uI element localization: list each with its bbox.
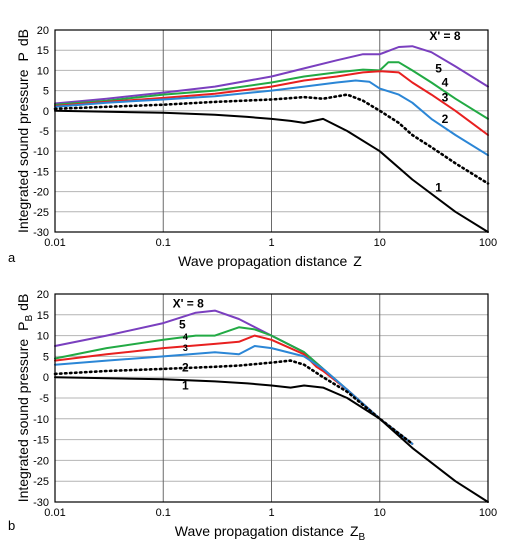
series-label: 1 (435, 181, 442, 195)
series-line-5 (53, 93, 490, 185)
series-line-6 (54, 376, 489, 503)
x-tick-label: 10 (374, 507, 386, 519)
y-tick-label: 5 (43, 86, 49, 98)
plot-frame (54, 29, 489, 233)
series-line-4 (54, 79, 489, 157)
y-tick-label: -15 (33, 166, 49, 178)
series-label: 4 (183, 332, 188, 342)
y-tick-label: 0 (43, 106, 49, 118)
panel-label: a (8, 250, 16, 265)
y-tick-label: -25 (33, 207, 49, 219)
y-axis-label: Integrated sound pressurePdB (15, 29, 31, 233)
y-tick-label: 15 (37, 310, 49, 322)
x-tick-label: 100 (479, 237, 497, 249)
y-tick-label: -25 (33, 476, 49, 488)
x-tick-label: 1 (268, 237, 274, 249)
series-label: 2 (182, 360, 189, 374)
series-label: X' = 8 (173, 296, 205, 310)
series-line-1 (54, 45, 489, 105)
y-tick-label: 20 (37, 25, 49, 37)
y-tick-label: 10 (37, 65, 49, 77)
y-tick-label: 15 (37, 45, 49, 57)
y-tick-label: 20 (37, 289, 49, 301)
y-tick-label: -10 (33, 146, 49, 158)
x-axis-label: Wave propagation distance ZB (175, 523, 366, 543)
x-tick-label: 0.01 (44, 507, 65, 519)
series-line-4 (54, 345, 414, 445)
y-tick-label: -20 (33, 187, 49, 199)
x-tick-label: 100 (479, 507, 497, 519)
series-label: X' = 8 (429, 29, 461, 43)
y-tick-label: -30 (33, 227, 49, 239)
series-label: 2 (442, 112, 449, 126)
y-tick-label: -15 (33, 435, 49, 447)
y-tick-label: -20 (33, 455, 49, 467)
series-line-5 (53, 359, 414, 446)
series-label: 5 (435, 61, 442, 75)
panel-label: b (8, 518, 15, 533)
y-tick-label: -30 (33, 497, 49, 509)
series-label: 5 (179, 318, 186, 332)
plot-frame (54, 293, 489, 503)
series-label: 3 (442, 91, 449, 105)
y-tick-label: 5 (43, 351, 49, 363)
y-axis-label: Integrated sound pressurePBdB (15, 294, 35, 503)
x-tick-label: 0.1 (156, 507, 171, 519)
x-tick-label: 0.01 (44, 237, 65, 249)
x-tick-label: 0.1 (156, 237, 171, 249)
y-tick-label: 0 (43, 372, 49, 384)
y-tick-label: -10 (33, 414, 49, 426)
series-label: 4 (442, 76, 449, 90)
series-line-3 (54, 70, 489, 136)
series-label: 3 (183, 343, 188, 353)
series-line-2 (54, 61, 489, 120)
series-label: 1 (182, 379, 189, 393)
x-tick-label: 10 (374, 237, 386, 249)
y-tick-label: -5 (39, 393, 49, 405)
series-line-6 (54, 109, 489, 233)
x-axis-label: Wave propagation distance Z (178, 253, 362, 269)
y-tick-label: 10 (37, 331, 49, 343)
y-tick-label: -5 (39, 126, 49, 138)
x-tick-label: 1 (268, 507, 274, 519)
